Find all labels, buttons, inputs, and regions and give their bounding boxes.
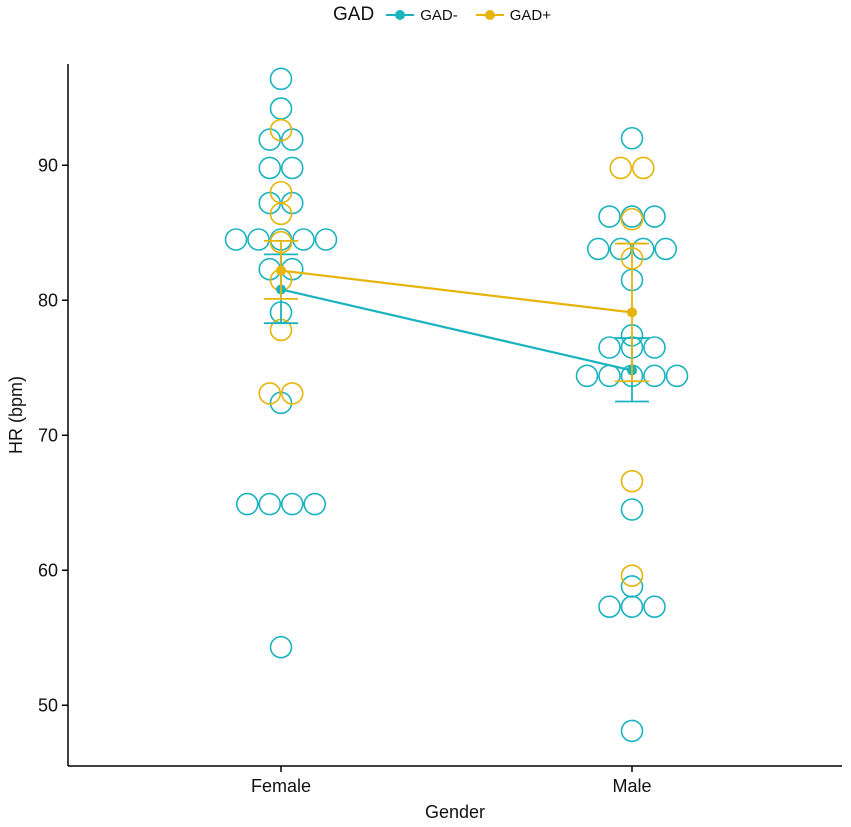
y-axis-title: HR (bpm) [6, 376, 26, 454]
y-ticks: 50 60 70 80 90 [38, 155, 68, 715]
data-point-gad-minus [258, 191, 282, 215]
data-point-gad-minus [598, 205, 621, 228]
data-point-gad-minusplus [620, 469, 644, 493]
legend-key-gad-plus [475, 10, 504, 20]
data-point-gad-minus [224, 228, 248, 251]
data-point-gad-minus [235, 492, 259, 516]
data-point-gad-minus [247, 228, 270, 251]
data-point-gad-minusplus [620, 207, 644, 231]
y-tick-label: 80 [38, 290, 58, 310]
legend-title: GAD [333, 4, 375, 25]
data-point-gad-minus [620, 719, 644, 743]
data-point-gad-minus [280, 191, 304, 215]
x-tick-label-male: Male [612, 776, 651, 796]
y-tick-label: 60 [38, 560, 58, 580]
data-point-gad-minus [643, 205, 666, 228]
x-tick-label-female: Female [251, 776, 311, 796]
legend-key-gad-minus [386, 10, 415, 20]
data-point-gad-minus [598, 595, 621, 619]
data-point-gad-minusplus [269, 180, 293, 204]
legend-label-gad-plus: GAD+ [509, 6, 551, 24]
points-layer [224, 67, 689, 743]
legend-label-gad-minus: GAD- [420, 6, 458, 24]
data-point-gad-minus [654, 237, 678, 261]
legend: GAD GAD- GAD+ [333, 2, 561, 28]
data-point-gad-minus [269, 67, 293, 91]
data-point-gad-minus [269, 97, 293, 120]
data-point-gad-minus [258, 492, 282, 516]
data-point-gad-minus [314, 228, 338, 251]
y-tick-label: 90 [38, 155, 58, 175]
data-point-gad-minus [643, 336, 666, 359]
data-point-gad-minus [303, 492, 327, 516]
mean-line-gad-minus [280, 288, 633, 372]
data-point-gad-minus [620, 126, 644, 150]
x-axis-title: Gender [425, 802, 485, 822]
data-point-gad-minus [620, 498, 644, 521]
y-tick-label: 50 [38, 695, 58, 715]
mean-point-gad-plus [627, 307, 637, 318]
data-point-gad-minusplus [609, 156, 633, 180]
mean-point-gad-plus [276, 265, 286, 276]
data-point-gad-minusplus [280, 382, 304, 405]
data-point-gad-minus [280, 492, 304, 516]
data-point-gad-minus [292, 228, 315, 251]
data-point-gad-minus [643, 364, 666, 388]
data-point-gad-minusplus [631, 156, 655, 180]
data-point-gad-minus [598, 336, 621, 359]
data-point-gad-minus [586, 237, 610, 261]
data-point-gad-minus [575, 364, 599, 388]
data-point-gad-minus [620, 595, 644, 619]
data-point-gad-minus [258, 156, 282, 180]
mean-line-gad-plus [280, 269, 633, 314]
data-point-gad-minus [665, 364, 689, 388]
data-point-gad-minus [643, 595, 666, 619]
data-point-gad-minusplus [620, 564, 644, 587]
legend-item-gad-plus: GAD+ [475, 6, 551, 24]
data-point-gad-minus [269, 635, 293, 659]
data-point-gad-minus [280, 156, 304, 180]
x-ticks: Female Male [251, 766, 652, 796]
y-tick-label: 70 [38, 425, 58, 445]
data-point-gad-minusplus [269, 118, 293, 142]
data-point-gad-minusplus [269, 202, 293, 226]
data-point-gad-minus [598, 364, 621, 388]
data-point-gad-minusplus [258, 382, 282, 405]
means-layer [264, 239, 649, 403]
legend-item-gad-minus: GAD- [386, 7, 458, 24]
